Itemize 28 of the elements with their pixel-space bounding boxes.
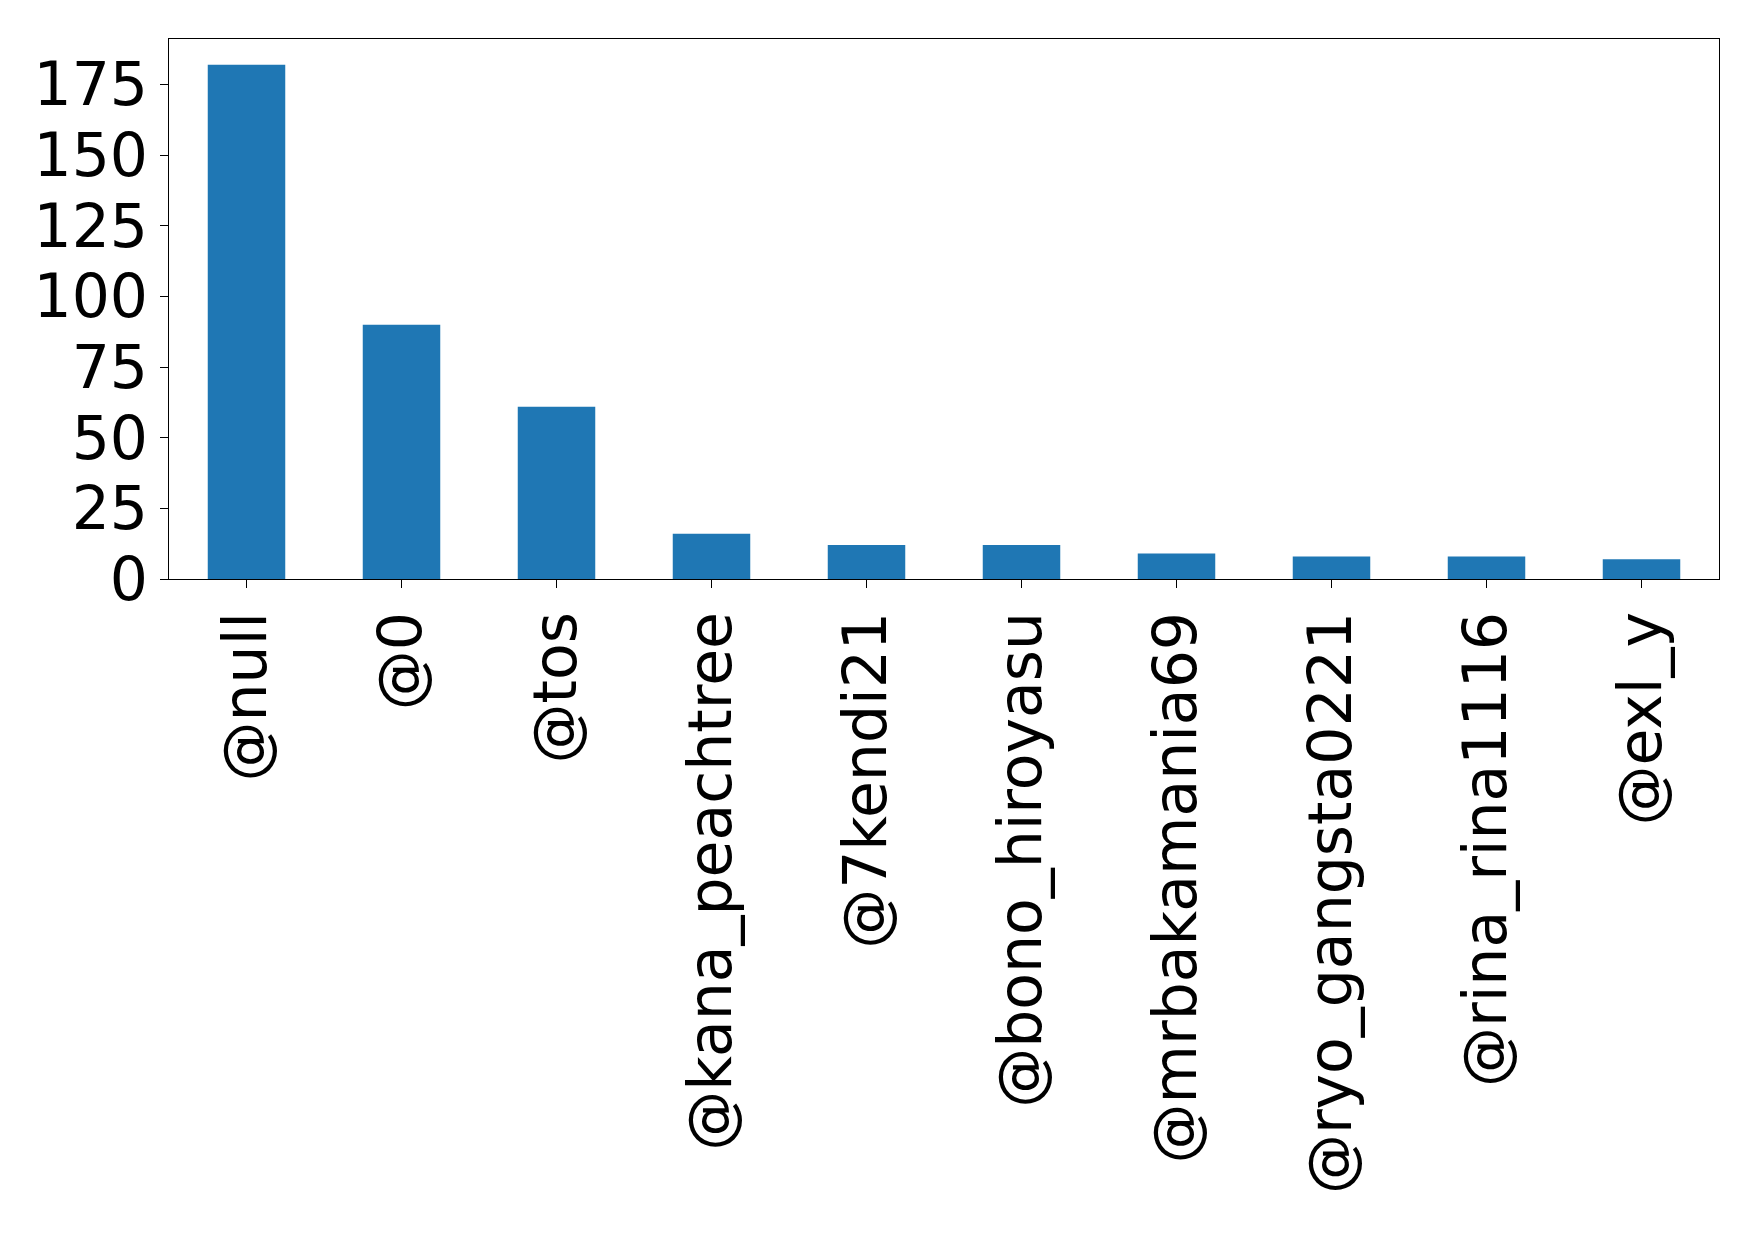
x-tick-label: @kana_peachtree <box>675 612 745 1151</box>
y-tick-label: 100 <box>33 261 148 332</box>
bar <box>982 545 1061 579</box>
y-tick-label: 0 <box>109 544 148 614</box>
bar <box>1447 556 1526 579</box>
bar <box>517 406 596 579</box>
bar <box>827 545 906 579</box>
x-tick-label: @0 <box>365 612 435 711</box>
bar <box>362 324 441 579</box>
y-tick-label: 50 <box>71 402 148 473</box>
y-tick-label: 75 <box>71 332 148 403</box>
x-tick-label: @rina_rina1116 <box>1450 612 1520 1087</box>
x-tick-label: @tos <box>520 612 590 764</box>
y-tick-label: 125 <box>33 190 148 261</box>
bar <box>1602 559 1681 579</box>
x-tick-label: @mrbakamania69 <box>1140 612 1210 1164</box>
x-tick-label: @bono_hiroyasu <box>985 612 1055 1108</box>
x-tick-label: @7kendi21 <box>830 612 900 949</box>
bar <box>207 64 286 579</box>
y-tick-label: 150 <box>33 120 148 191</box>
bar <box>1292 556 1371 579</box>
bar <box>672 533 751 579</box>
x-tick-label: @exl_y <box>1605 612 1675 826</box>
x-tick-label: @ryo_gangsta0221 <box>1295 612 1365 1195</box>
bar <box>1137 553 1216 579</box>
y-tick-label: 25 <box>71 473 148 544</box>
x-tick-label: @null <box>210 612 280 782</box>
y-tick-label: 175 <box>33 49 148 120</box>
